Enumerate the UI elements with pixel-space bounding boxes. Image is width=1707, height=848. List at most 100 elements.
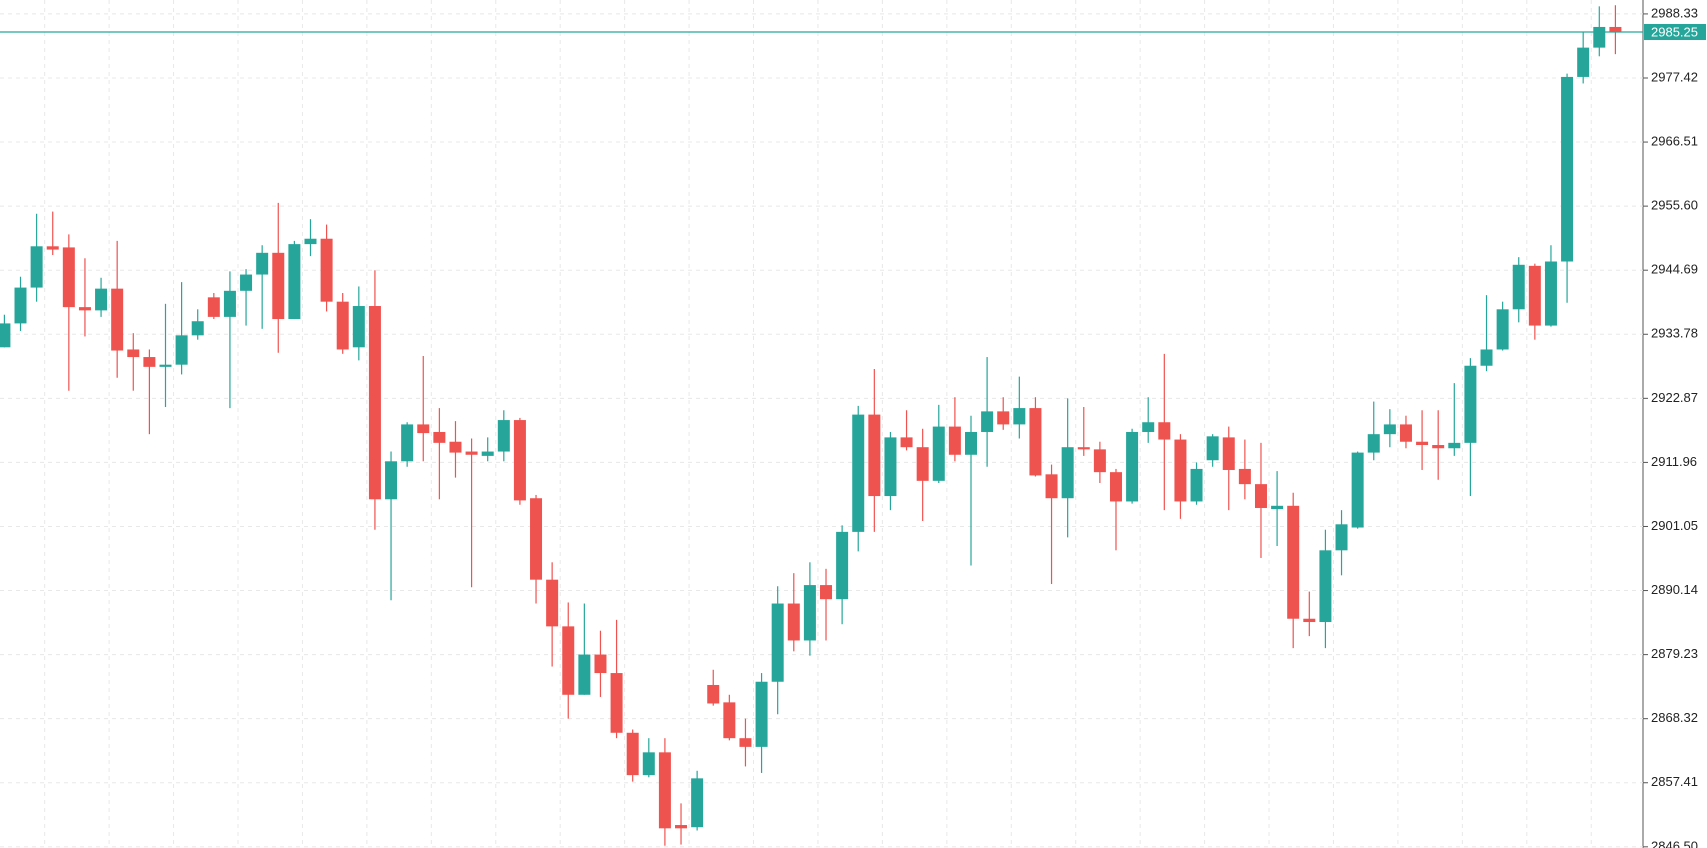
candle-body xyxy=(1593,26,1606,48)
candle-body xyxy=(787,603,800,641)
candle-body xyxy=(1512,264,1525,310)
candle-body xyxy=(30,246,43,288)
candle-body xyxy=(916,447,929,481)
candle-body xyxy=(1448,442,1461,449)
candle-body xyxy=(1174,439,1187,502)
y-tick-label: 2944.69 xyxy=(1651,262,1698,277)
candle-body xyxy=(1206,436,1219,461)
candle-body xyxy=(1142,422,1155,432)
candle-body xyxy=(1077,447,1090,450)
y-tick-label: 2966.51 xyxy=(1651,133,1698,148)
candle-body xyxy=(1351,452,1364,528)
candle-body xyxy=(0,323,11,348)
candle-body xyxy=(1335,524,1348,551)
candle-body xyxy=(256,252,269,275)
candle-body xyxy=(1158,422,1171,440)
candle-body xyxy=(1464,365,1477,443)
candle-body xyxy=(610,673,623,733)
candle-body xyxy=(1383,424,1396,435)
candle-body xyxy=(240,274,253,291)
candle-body xyxy=(433,431,446,443)
candle-body xyxy=(1399,424,1412,442)
candle-body xyxy=(143,357,156,367)
candle-body xyxy=(1544,261,1557,326)
candle-body xyxy=(1303,618,1316,623)
candle-body xyxy=(95,288,108,311)
candle-body xyxy=(1271,505,1284,510)
y-tick-label: 2901.05 xyxy=(1651,518,1698,533)
candle-body xyxy=(868,414,881,497)
candle-body xyxy=(1013,408,1026,425)
candle-body xyxy=(14,287,27,324)
candle-body xyxy=(739,738,752,747)
candle-body xyxy=(401,424,414,462)
candle-body xyxy=(62,247,75,308)
candle-body xyxy=(965,431,977,455)
candle-body xyxy=(820,585,833,600)
candle-body xyxy=(1496,309,1509,350)
y-tick-label: 2955.60 xyxy=(1651,198,1698,213)
candle-body xyxy=(1093,449,1106,473)
candle-body xyxy=(272,252,285,320)
candle-body xyxy=(1061,447,1074,499)
candle-body xyxy=(513,420,526,501)
y-tick-label: 2857.41 xyxy=(1651,774,1698,789)
candle-body xyxy=(997,411,1010,425)
candle-body xyxy=(562,626,575,695)
candle-body xyxy=(1432,445,1445,449)
candle-body xyxy=(1367,434,1380,453)
candle-body xyxy=(1045,474,1058,499)
candle-body xyxy=(755,681,768,747)
candle-body xyxy=(481,451,494,456)
candle-body xyxy=(1609,26,1622,33)
last-price-label: 2985.25 xyxy=(1651,24,1698,39)
candle-body xyxy=(707,684,720,704)
candle-body xyxy=(1561,76,1574,262)
candle-body xyxy=(1109,472,1122,502)
candle-body xyxy=(658,752,671,829)
candle-body xyxy=(852,414,865,532)
candle-body xyxy=(207,297,220,317)
candle-body xyxy=(642,752,655,776)
candle-body xyxy=(223,290,236,317)
candle-body xyxy=(497,420,510,452)
y-tick-label: 2977.42 xyxy=(1651,69,1698,84)
candle-body xyxy=(1577,47,1590,77)
candle-body xyxy=(546,579,559,627)
candle-body xyxy=(78,307,91,311)
candle-body xyxy=(465,451,478,455)
y-tick-label: 2911.96 xyxy=(1651,454,1697,469)
candle-body xyxy=(530,498,543,580)
candle-body xyxy=(1416,441,1429,446)
candle-body xyxy=(981,411,994,432)
candle-body xyxy=(1254,484,1267,508)
last-price-tag xyxy=(1644,24,1706,41)
y-tick-label: 2922.87 xyxy=(1651,390,1698,405)
candle-body xyxy=(304,238,317,245)
candle-body xyxy=(1287,505,1300,619)
candle-body xyxy=(46,246,59,250)
candle-body xyxy=(175,335,188,365)
candle-body xyxy=(127,349,140,358)
candle-body xyxy=(578,654,591,695)
candle-body xyxy=(836,531,849,600)
y-tick-label: 2933.78 xyxy=(1651,326,1698,341)
candle-body xyxy=(948,426,961,455)
candle-body xyxy=(417,424,430,434)
candle-body xyxy=(111,288,124,351)
candle-body xyxy=(449,441,462,453)
y-tick-label: 2846.50 xyxy=(1651,838,1698,848)
candle-body xyxy=(626,732,639,776)
candle-body xyxy=(771,603,784,682)
candle-body xyxy=(723,702,736,739)
y-tick-label: 2890.14 xyxy=(1651,582,1698,597)
candle-body xyxy=(191,321,204,336)
candle-body xyxy=(594,654,607,674)
candle-body xyxy=(1528,265,1541,326)
candle-body xyxy=(159,364,172,367)
candle-body xyxy=(352,306,365,348)
y-tick-label: 2868.32 xyxy=(1651,710,1698,725)
candle-body xyxy=(336,301,349,350)
y-tick-label: 2988.33 xyxy=(1651,5,1698,20)
